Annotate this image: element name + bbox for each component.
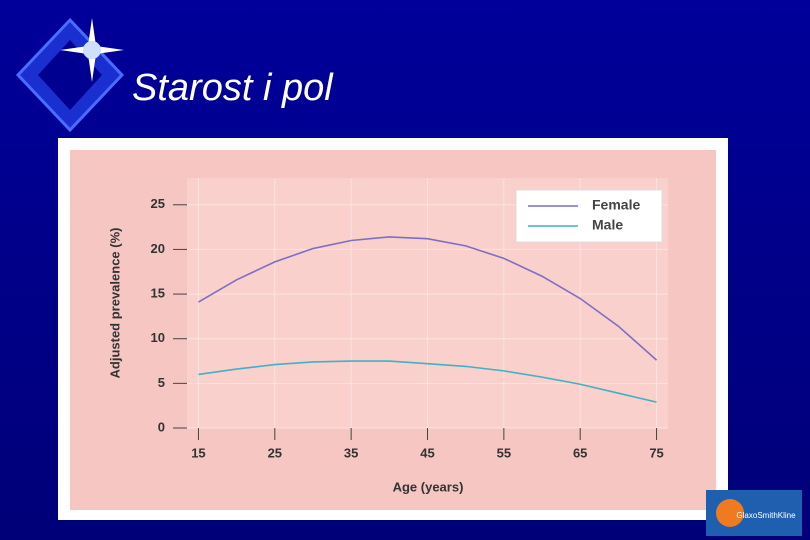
slide-title: Starost i pol bbox=[132, 67, 334, 109]
legend-label: Male bbox=[592, 217, 623, 233]
y-tick-label: 0 bbox=[158, 419, 165, 434]
y-tick-label: 10 bbox=[151, 330, 165, 345]
logo-diamond bbox=[15, 17, 125, 133]
y-tick-label: 25 bbox=[151, 196, 165, 211]
x-tick-label: 55 bbox=[497, 445, 511, 460]
x-axis-label: Age (years) bbox=[393, 479, 464, 494]
x-tick-label: 35 bbox=[344, 445, 358, 460]
y-tick-label: 15 bbox=[151, 286, 165, 301]
line-series bbox=[198, 236, 658, 361]
y-tick-label: 20 bbox=[151, 241, 165, 256]
line-series bbox=[198, 360, 657, 403]
x-tick-label: 75 bbox=[649, 445, 663, 460]
y-axis-label: Adjusted prevalence (%) bbox=[107, 228, 122, 379]
logo-text: GlaxoSmithKline bbox=[736, 511, 796, 520]
gsk-logo: GlaxoSmithKline bbox=[706, 490, 802, 536]
x-tick-label: 25 bbox=[268, 445, 282, 460]
legend-label: Female bbox=[592, 197, 640, 213]
legend-box bbox=[515, 189, 663, 243]
x-tick-label: 65 bbox=[573, 445, 587, 460]
x-tick-label: 45 bbox=[420, 445, 434, 460]
y-tick-label: 5 bbox=[158, 375, 165, 390]
x-tick-label: 15 bbox=[191, 445, 205, 460]
